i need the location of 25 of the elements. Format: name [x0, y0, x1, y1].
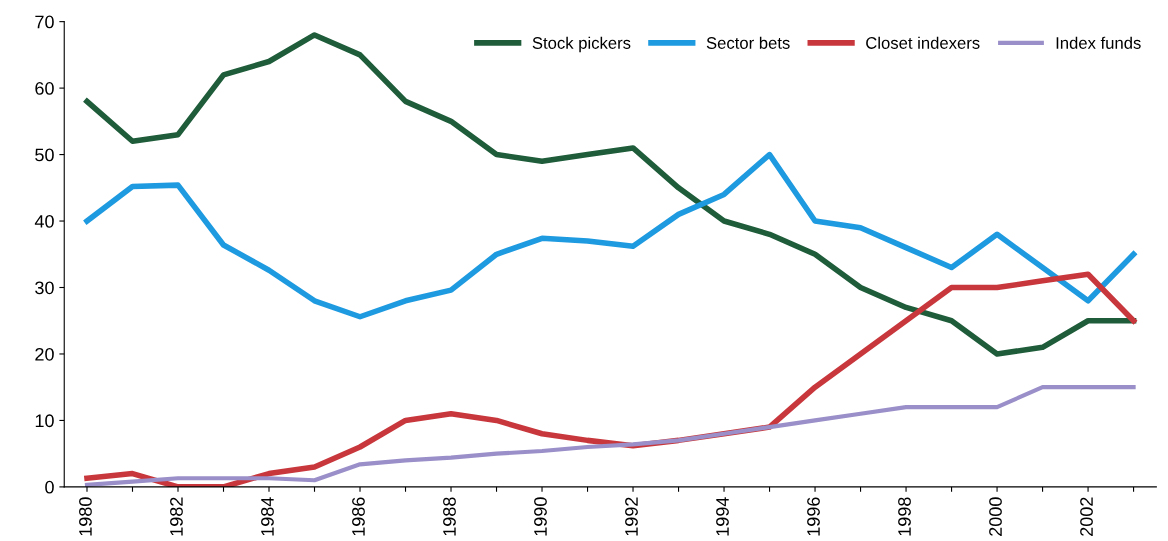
legend-label: Stock pickers — [532, 36, 631, 53]
x-tick-label: 1980 — [79, 497, 92, 536]
x-tick-label: 1982 — [170, 497, 183, 536]
legend-label: Closet indexers — [866, 36, 980, 49]
y-tick-label: 10 — [35, 414, 54, 428]
x-tick-label: 2002 — [1080, 497, 1093, 536]
x-tick-label: 2000 — [989, 497, 1002, 536]
x-tick-label: 1996 — [807, 497, 820, 536]
legend-label: Index funds — [1056, 36, 1141, 49]
x-tick-label: 1986 — [352, 497, 365, 536]
y-tick-label: 30 — [35, 281, 54, 295]
x-tick-label: 1984 — [261, 497, 274, 536]
x-tick-label: 1998 — [898, 497, 911, 536]
y-tick-label: 70 — [35, 15, 54, 29]
x-tick-label: 1992 — [625, 497, 638, 536]
line-series — [84, 385, 1136, 487]
x-tick-label: 1990 — [534, 497, 547, 536]
y-tick-label: 0 — [45, 480, 54, 494]
legend-label: Sector bets — [706, 36, 790, 49]
y-tick-label: 40 — [34, 214, 54, 228]
x-tick-label: 1994 — [716, 497, 729, 536]
y-tick-label: 20 — [35, 347, 54, 361]
y-tick-label: 50 — [35, 148, 54, 162]
y-tick-label: 60 — [35, 82, 54, 95]
x-tick-label: 1988 — [443, 497, 456, 536]
